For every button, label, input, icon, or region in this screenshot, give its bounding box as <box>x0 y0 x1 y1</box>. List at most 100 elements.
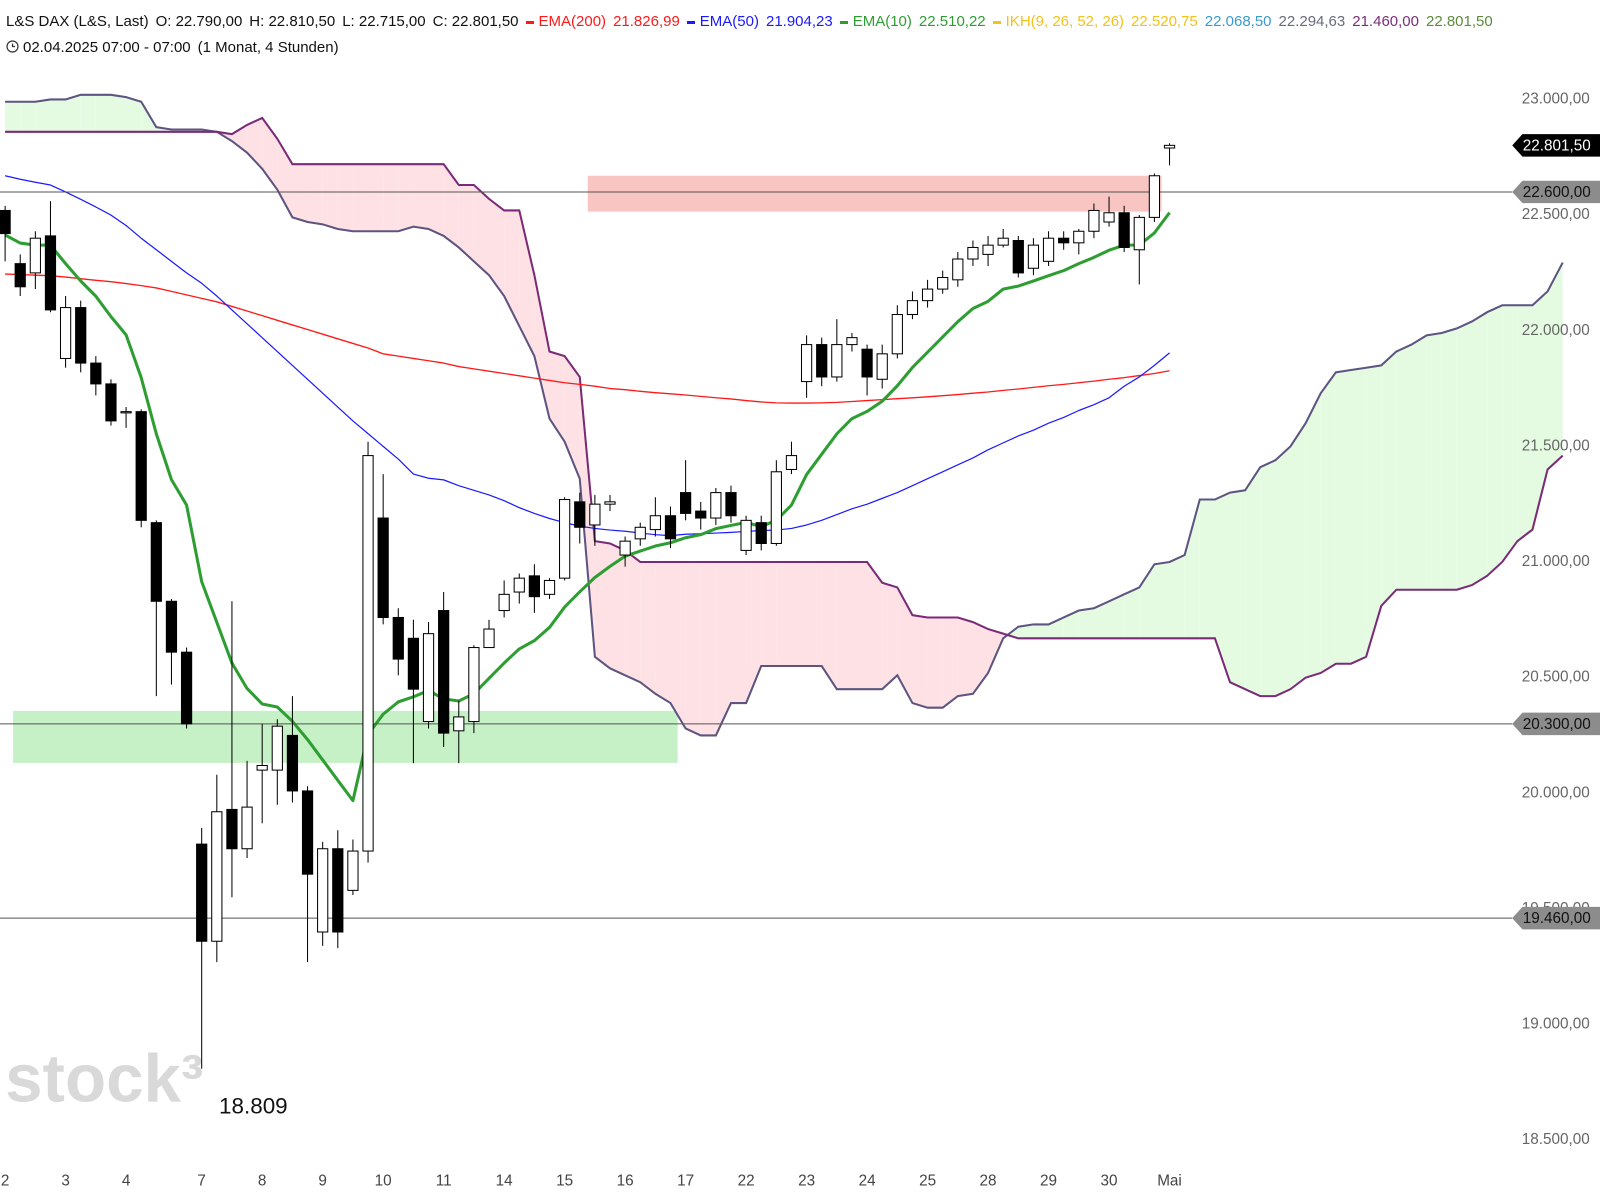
cloud-fill <box>715 561 731 736</box>
cloud-fill <box>670 561 686 729</box>
candle-body <box>301 790 314 875</box>
x-tick-label: 22 <box>738 1173 755 1190</box>
candle-body <box>150 522 162 602</box>
price-zone <box>13 710 678 763</box>
cloud-fill <box>1154 561 1170 639</box>
cloud-fill <box>942 617 958 708</box>
cloud-fill <box>1184 499 1200 639</box>
cloud-fill <box>1260 460 1276 697</box>
candle-body <box>1027 244 1040 269</box>
legend-entry: EMA(200) <box>538 13 607 30</box>
cloud-fill <box>65 94 81 132</box>
candle-body <box>921 288 934 302</box>
cloud-fill <box>519 210 535 357</box>
header-line: L&S DAX (L&S, Last) O: 22.790,00 H: 22.810… <box>6 9 1500 35</box>
candle-body <box>165 600 178 653</box>
candle-body <box>75 307 87 364</box>
candle-body <box>861 348 873 378</box>
candle-body <box>831 344 843 378</box>
legend-marker <box>992 20 1001 24</box>
cloud-fill <box>821 561 837 690</box>
candle-body <box>1133 216 1145 251</box>
cloud-fill <box>1048 617 1064 639</box>
legend-marker <box>686 20 695 24</box>
price-label: 22.801,50 <box>1523 137 1591 154</box>
cloud-fill <box>1487 305 1503 576</box>
candle-body <box>574 501 586 528</box>
cloud-line <box>5 116 1564 698</box>
candle-body <box>180 651 193 725</box>
legend-entry: EMA(50) <box>699 13 759 30</box>
resolution: (1 Monat, 4 Stunden) <box>197 39 339 56</box>
legend-value: 22.510,22 <box>918 13 986 30</box>
period: 02.04.2025 07:00 - 07:00 <box>23 39 191 56</box>
cloud-fill <box>50 99 66 132</box>
cloud-fill <box>262 117 278 190</box>
cloud-fill <box>1471 312 1488 586</box>
x-tick-label: 3 <box>61 1173 70 1190</box>
candle-body <box>422 633 435 723</box>
candle-body <box>468 647 480 723</box>
candle-body <box>619 540 631 556</box>
x-tick-label: 14 <box>496 1173 514 1190</box>
candle-body <box>604 501 616 505</box>
cloud-fill <box>428 164 444 236</box>
x-tick-label: 28 <box>980 1173 997 1190</box>
candle-body <box>241 806 253 850</box>
candle-body <box>740 519 752 551</box>
cloud-fill <box>640 561 656 694</box>
legend-marker <box>525 20 534 24</box>
cloud-fill <box>1078 608 1094 639</box>
cloud-fill <box>473 185 490 276</box>
cloud-fill <box>307 164 323 225</box>
cloud-fill <box>322 164 338 229</box>
candle-body <box>0 209 11 235</box>
legend-value: 22.294,63 <box>1278 13 1346 30</box>
cloud-fill <box>1245 467 1261 697</box>
x-tick-label: 23 <box>798 1173 815 1190</box>
candle-body <box>377 517 389 618</box>
legend-marker <box>839 20 848 24</box>
legend-value: 21.826,99 <box>613 13 680 30</box>
cloud-fill <box>1335 370 1351 664</box>
legend-entry: EMA(10) <box>852 13 912 30</box>
candle-body <box>649 515 661 531</box>
candle-body <box>906 300 919 316</box>
y-tick-label: 22.000,00 <box>1522 322 1590 339</box>
cloud-fill <box>1441 328 1457 590</box>
candle-body <box>876 353 888 380</box>
y-tick-label: 18.500,00 <box>1522 1131 1590 1148</box>
cloud-fill <box>746 561 762 704</box>
candle-body <box>1073 230 1085 244</box>
candle-body <box>453 716 465 732</box>
cloud-fill <box>1169 555 1185 639</box>
cloud-fill <box>413 164 429 229</box>
cloud-fill <box>443 164 459 248</box>
y-tick-label: 20.000,00 <box>1522 784 1590 801</box>
candle-body <box>937 277 949 290</box>
cloud-fill <box>368 164 384 232</box>
candle-body <box>997 237 1009 246</box>
cloud-fill <box>80 94 96 132</box>
candle-body <box>755 522 767 544</box>
ohlc-value: C: 22.801,50 <box>432 13 519 30</box>
cloud-fill <box>1381 351 1397 606</box>
cloud-fill <box>1214 492 1231 683</box>
legend-value: 22.520,75 <box>1131 13 1198 30</box>
candle-body <box>29 237 41 274</box>
cloud-fill <box>927 617 943 708</box>
cloud-fill <box>1396 344 1412 590</box>
candle-body <box>664 515 677 540</box>
candle-body <box>120 411 132 414</box>
cloud-fill <box>912 615 928 708</box>
candle-body <box>498 593 510 612</box>
candle-body <box>952 258 964 281</box>
candle-body <box>513 577 525 593</box>
x-tick-label: 15 <box>556 1173 573 1190</box>
ohlc-value: L: 22.715,00 <box>342 13 426 30</box>
x-tick-label: 11 <box>436 1173 452 1190</box>
clock-icon <box>6 40 19 53</box>
x-tick-label: 24 <box>859 1173 877 1190</box>
candle-body <box>680 492 692 514</box>
